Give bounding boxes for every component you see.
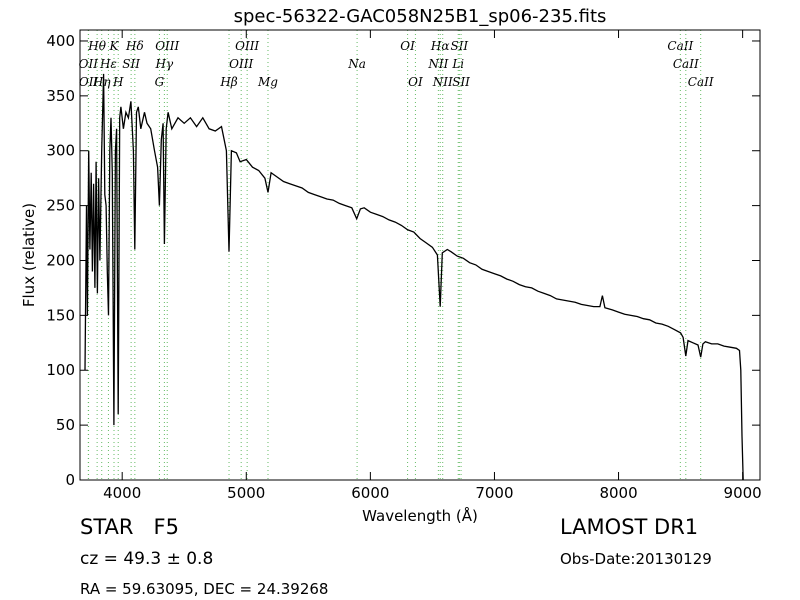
y-tick-label: 0 [65, 471, 75, 489]
spectral-line-label: OI [400, 39, 415, 53]
spectral-line-label: NII [432, 75, 453, 89]
spectral-line-label: OIII [155, 39, 179, 53]
spectral-line-label: CaII [673, 57, 699, 71]
y-axis-label: Flux (relative) [20, 203, 38, 307]
spectral-line-label: Na [347, 57, 366, 71]
spectral-line-label: CaII [667, 39, 693, 53]
y-tick-label: 250 [46, 197, 75, 215]
spectral-line-label: Hγ [155, 57, 174, 71]
spectral-line-label: Hδ [125, 39, 144, 53]
redshift: cz = 49.3 ± 0.8 [80, 549, 213, 569]
spectral-line-label: NII [427, 57, 448, 71]
spectrum-line [84, 73, 744, 481]
y-tick-label: 200 [46, 251, 75, 269]
coordinates: RA = 59.63095, DEC = 24.39268 [80, 580, 328, 598]
spectral-line-label: Mg [257, 75, 278, 89]
object-class: STAR F5 [80, 515, 179, 539]
obs-date: Obs-Date:20130129 [560, 550, 712, 568]
chart-title: spec-56322-GAC058N25B1_sp06-235.fits [234, 6, 607, 27]
spectral-line-label: Hβ [219, 75, 237, 89]
spectral-line-label: Hα [430, 39, 450, 53]
y-tick-label: 300 [46, 142, 75, 160]
spectral-line-label: SII [450, 39, 468, 53]
x-tick-label: 4000 [103, 484, 141, 502]
x-tick-label: 7000 [475, 484, 513, 502]
x-tick-label: 8000 [599, 484, 637, 502]
y-tick-label: 100 [46, 361, 75, 379]
spectral-line-label: G [155, 75, 165, 89]
survey: LAMOST DR1 [560, 515, 698, 539]
y-tick-label: 400 [46, 32, 75, 50]
spectral-line-label: SII [122, 57, 140, 71]
x-tick-label: 6000 [351, 484, 389, 502]
spectral-line-label: Hε [99, 57, 117, 71]
spectral-line-label: SII [452, 75, 470, 89]
y-tick-label: 350 [46, 87, 75, 105]
x-tick-label: 9000 [724, 484, 762, 502]
plot-frame [79, 29, 761, 481]
spectral-line-label: H [112, 75, 124, 89]
spectral-line-label: OIII [229, 57, 253, 71]
y-tick-label: 150 [46, 306, 75, 324]
spectral-line-label: OIII [235, 39, 259, 53]
spectral-line-label: CaII [688, 75, 714, 89]
y-tick-label: 50 [56, 416, 75, 434]
spectral-line-label: Hη [92, 75, 111, 89]
x-tick-label: 5000 [227, 484, 265, 502]
x-axis-label: Wavelength (Å) [362, 506, 478, 525]
spectral-line-label: K [109, 39, 120, 53]
spectral-line-label: OII [79, 75, 99, 89]
spectral-line-label: OII [79, 57, 99, 71]
spectral-line-label: Li [451, 57, 464, 71]
spectral-line-label: OI [408, 75, 423, 89]
spectral-line-label: Hθ [87, 39, 106, 53]
